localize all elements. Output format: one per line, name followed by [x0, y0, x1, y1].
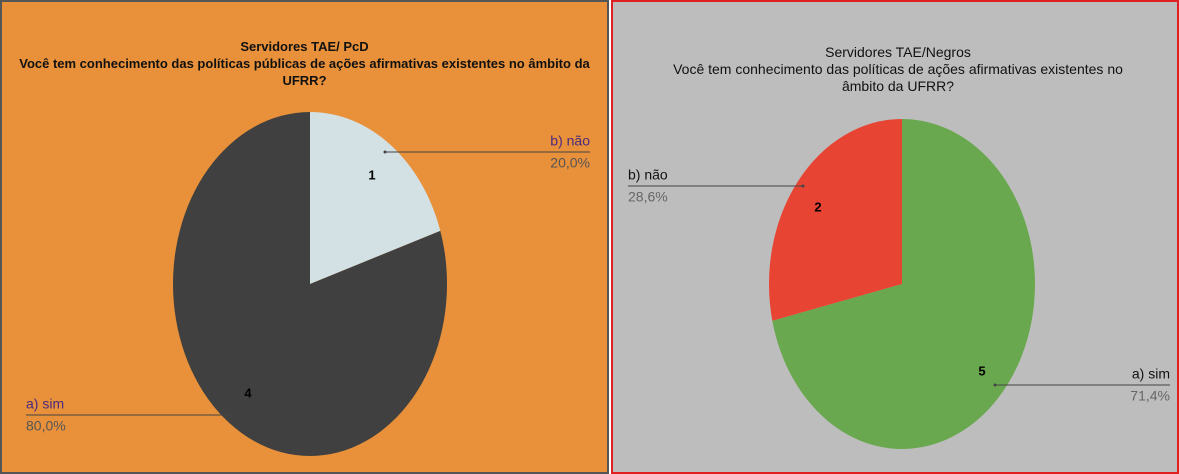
- chart-subtitle: Você tem conhecimento das políticas públ…: [19, 56, 590, 88]
- pie-slice: [769, 118, 902, 321]
- chart-title-block: Servidores TAE/Negros Você tem conhecime…: [653, 44, 1143, 95]
- category-label: b) não: [550, 133, 590, 149]
- leader-dot: [383, 150, 387, 154]
- chart-panel: Servidores TAE/Negros Você tem conhecime…: [611, 0, 1179, 474]
- percent-label: 20,0%: [550, 155, 590, 171]
- chart-panel: Servidores TAE/ PcD Você tem conheciment…: [0, 0, 609, 474]
- pie-slice: [173, 112, 447, 456]
- data-label: 1: [368, 167, 375, 182]
- chart: 1 b) não 20,0% 4 a) sim 80,0%: [26, 112, 590, 456]
- percent-label: 71,4%: [1130, 388, 1170, 404]
- chart-title-block: Servidores TAE/ PcD Você tem conheciment…: [17, 38, 592, 89]
- category-label: b) não: [628, 167, 668, 183]
- pie-slice: [310, 112, 441, 284]
- category-label: a) sim: [1132, 366, 1170, 382]
- percent-label: 80,0%: [26, 418, 66, 434]
- percent-label: 28,6%: [628, 189, 668, 205]
- chart-title: Servidores TAE/ PcD: [240, 39, 369, 54]
- data-label: 2: [814, 199, 821, 214]
- leader-dot: [230, 413, 234, 417]
- chart-subtitle: Você tem conhecimento das políticas de a…: [673, 61, 1123, 94]
- chart-title: Servidores TAE/Negros: [825, 44, 971, 60]
- pie-slice: [772, 119, 1035, 450]
- category-label: a) sim: [26, 396, 64, 412]
- leader-dot: [993, 383, 997, 387]
- data-label: 5: [978, 363, 985, 378]
- leader-dot: [801, 184, 805, 188]
- chart: 5 a) sim 71,4% 2 b) não 28,6%: [628, 118, 1170, 450]
- data-label: 4: [244, 385, 252, 400]
